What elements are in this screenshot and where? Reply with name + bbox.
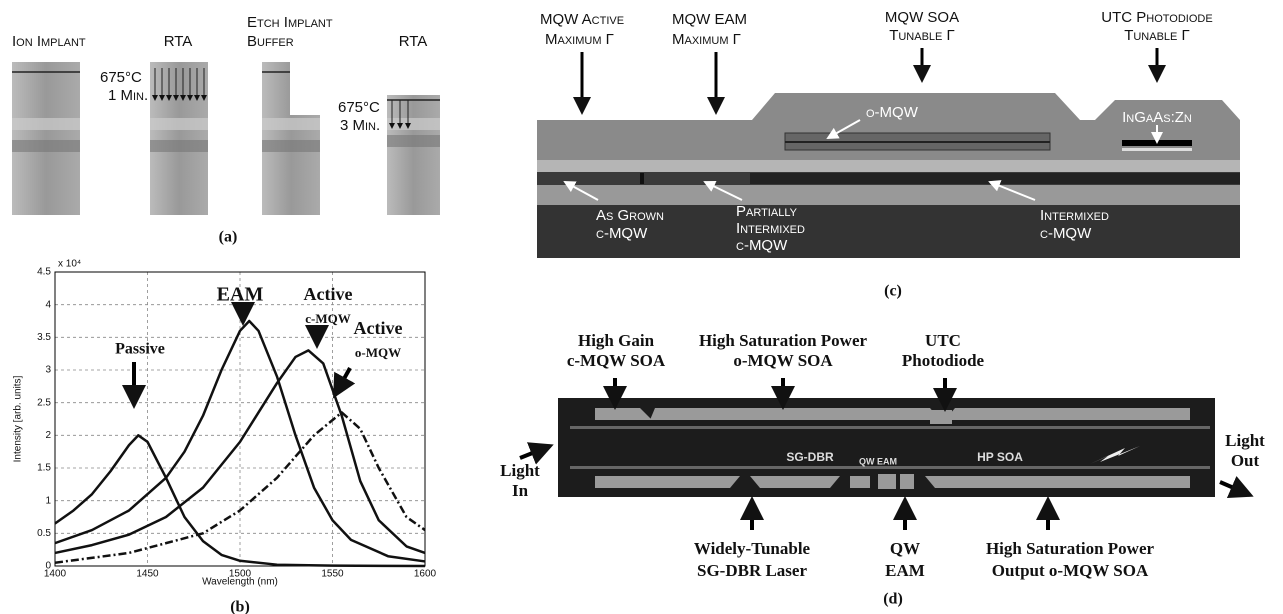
layer [537,185,1240,205]
label: c-MQW [1040,225,1092,242]
y-tick-label: 4 [45,299,51,310]
label: Ion Implant [12,33,86,50]
panel-b: Wavelength (nm) Intensity [arb. units] x… [13,259,437,614]
y-tick-label: 1.5 [37,463,51,474]
layer-stack [387,95,440,215]
annotation: o-MQW [355,345,401,360]
annotation: Active [304,284,353,304]
y-tick-label: 3.5 [37,332,51,343]
annotation: Active [354,318,403,338]
intermixed [750,173,1240,184]
label: Widely-Tunable [694,539,811,558]
label: Light [500,461,540,480]
label: UTC Photodiode [1101,9,1212,26]
label: c-MQW SOA [567,351,666,370]
label: Partially [736,203,798,220]
figure: Ion Implant RTA Etch Implant Buffer RTA … [0,0,1283,614]
label: In [512,481,529,500]
label: 3 Min. [340,117,380,134]
label: As Grown [596,207,664,224]
x-tick-label: 1450 [136,569,159,580]
label: Etch Implant [247,14,333,31]
label: EAM [885,561,925,580]
layer-stack [12,62,80,215]
caption: (a) [219,229,238,246]
label: High Gain [578,331,655,350]
y-multiplier: x 10⁴ [58,259,81,270]
y-axis-label: Intensity [arb. units] [13,375,24,462]
x-tick-label: 1400 [44,569,67,580]
caption: (b) [230,599,250,614]
label: Output o-MQW SOA [992,561,1149,580]
x-tick-label: 1550 [321,569,344,580]
label: Light [1225,431,1265,450]
caption: (c) [884,283,902,300]
label: 675°C [338,99,380,116]
label: QW [890,539,920,558]
annotation: Passive [115,341,165,358]
chip-label: SG-DBR [786,450,834,464]
y-tick-label: 3 [45,365,51,376]
label: c-MQW [596,225,648,242]
annotation: EAM [217,284,264,306]
label: o-MQW [866,104,919,121]
label: o-MQW SOA [733,351,833,370]
label: High Saturation Power [986,539,1155,558]
label: Maximum Γ [545,31,614,48]
label: Maximum Γ [672,31,741,48]
y-tick-label: 1 [45,495,51,506]
label: 675°C [100,69,142,86]
annotation: c-MQW [305,311,350,326]
label: Intermixed [1040,207,1109,224]
label: 1 Min. [108,87,148,104]
label: MQW SOA [885,9,959,26]
layer-stack [150,62,208,215]
caption: (d) [883,591,903,608]
panel-d: SG-DBR QW EAM HP SOA High Gain c-MQW SOA… [500,331,1265,608]
y-tick-label: 4.5 [37,267,51,278]
label: Buffer [247,33,294,50]
label: Photodiode [902,351,985,370]
label: SG-DBR Laser [697,561,807,580]
label: RTA [164,33,193,50]
layer [537,160,1240,172]
label: RTA [399,33,428,50]
layer-stack [262,62,320,215]
label: Intermixed [736,220,805,237]
label: Tunable Γ [1124,27,1190,44]
label: c-MQW [736,237,788,254]
label: MQW Active [540,11,624,28]
label: High Saturation Power [699,331,868,350]
chip-label: QW EAM [859,456,897,466]
y-tick-label: 0.5 [37,528,51,539]
label: UTC [925,331,961,350]
panel-a: Ion Implant RTA Etch Implant Buffer RTA … [12,14,440,246]
label: MQW EAM [672,11,747,28]
panel-c: MQW Active Maximum Γ MQW EAM Maximum Γ M… [537,9,1240,300]
y-tick-label: 2.5 [37,397,51,408]
x-tick-label: 1600 [414,569,437,580]
label: Out [1231,451,1260,470]
x-tick-label: 1500 [229,569,252,580]
label: Tunable Γ [889,27,955,44]
y-tick-label: 2 [45,430,51,441]
label: InGaAs:Zn [1122,109,1192,126]
chip-label: HP SOA [977,450,1023,464]
